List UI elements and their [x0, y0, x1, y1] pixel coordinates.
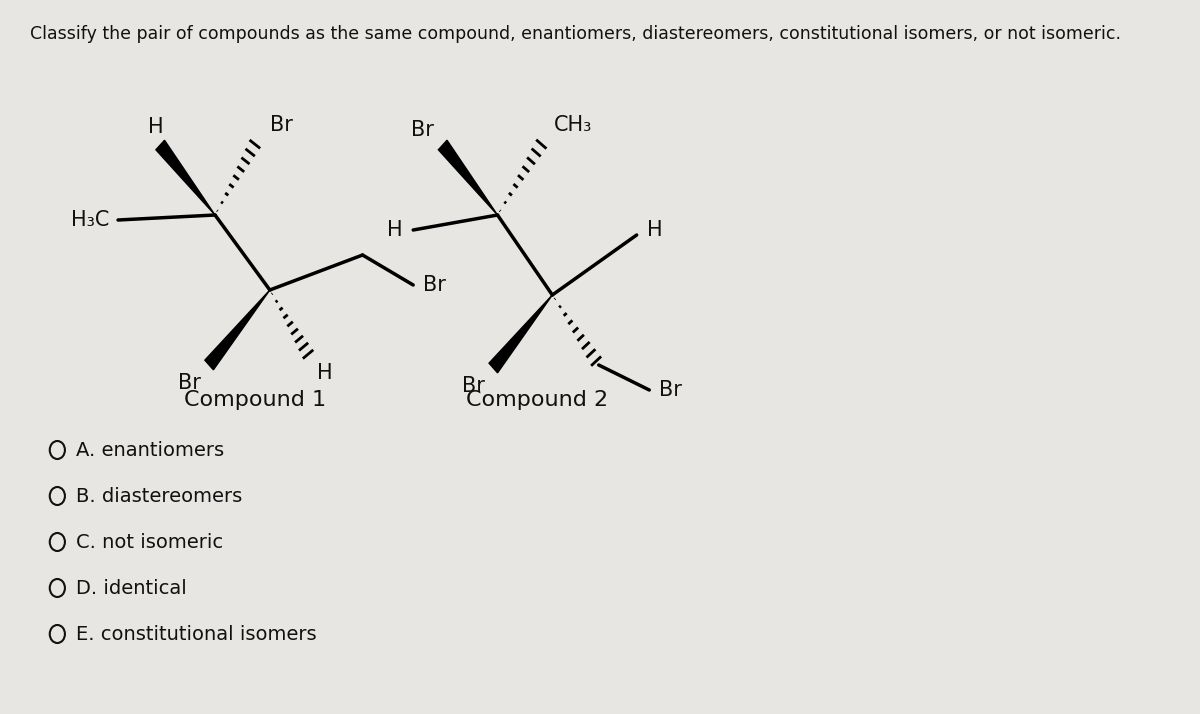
- Text: Br: Br: [424, 275, 446, 295]
- Text: Compound 2: Compound 2: [466, 390, 608, 410]
- Polygon shape: [156, 140, 215, 215]
- Text: E. constitutional isomers: E. constitutional isomers: [76, 625, 317, 643]
- Text: CH₃: CH₃: [554, 115, 593, 135]
- Text: Br: Br: [412, 120, 434, 140]
- Text: H₃C: H₃C: [71, 210, 109, 230]
- Text: Br: Br: [270, 115, 293, 135]
- Text: B. diastereomers: B. diastereomers: [76, 486, 242, 506]
- Text: Br: Br: [462, 376, 485, 396]
- Text: H: H: [317, 363, 332, 383]
- Text: H: H: [148, 117, 164, 137]
- Text: H: H: [647, 220, 662, 240]
- Text: Compound 1: Compound 1: [184, 390, 325, 410]
- Text: Br: Br: [660, 380, 683, 400]
- Polygon shape: [205, 290, 270, 370]
- Text: C. not isomeric: C. not isomeric: [76, 533, 223, 551]
- Polygon shape: [490, 295, 552, 373]
- Polygon shape: [438, 140, 498, 215]
- Text: A. enantiomers: A. enantiomers: [76, 441, 224, 460]
- Text: Classify the pair of compounds as the same compound, enantiomers, diastereomers,: Classify the pair of compounds as the sa…: [30, 25, 1121, 43]
- Text: H: H: [388, 220, 403, 240]
- Text: Br: Br: [178, 373, 200, 393]
- Text: D. identical: D. identical: [76, 578, 187, 598]
